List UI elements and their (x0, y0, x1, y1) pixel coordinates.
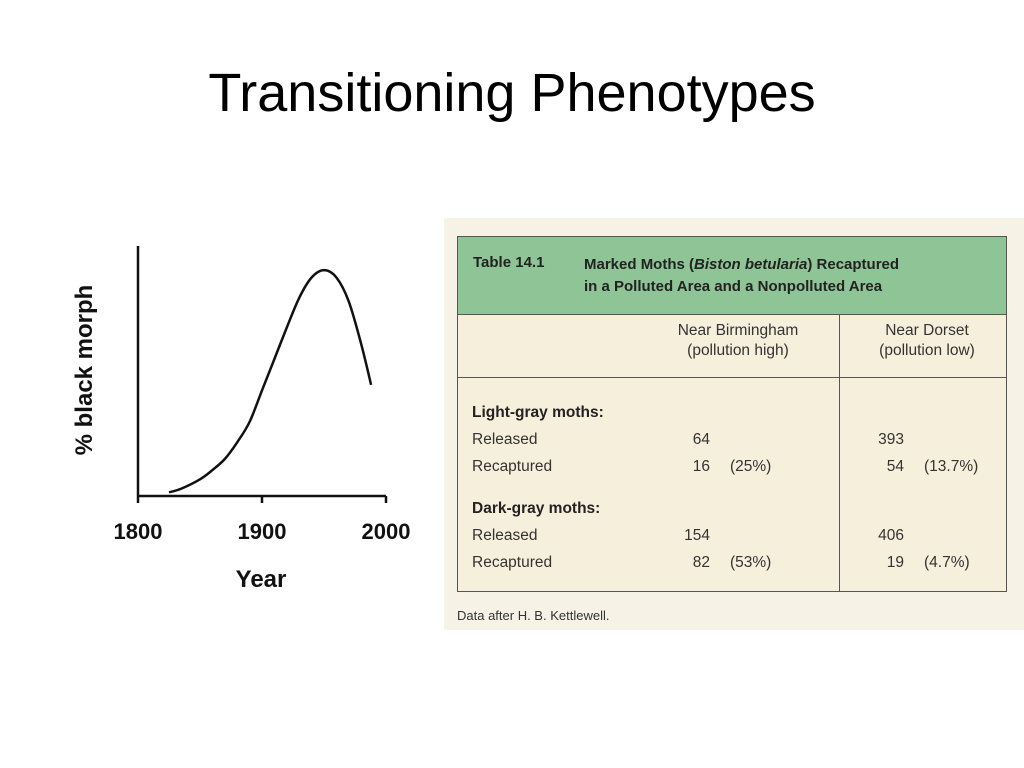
slide-title: Transitioning Phenotypes (208, 63, 816, 123)
col-head-dorset-line1: Near Dorset (885, 322, 969, 339)
light-released-birmingham: 64 (692, 431, 710, 448)
column-divider (839, 314, 840, 592)
dark-recaptured-birmingham-pct: (53%) (730, 554, 772, 571)
moth-recapture-table-panel: Table 14.1 Marked Moths (Biston betulari… (444, 218, 1024, 630)
x-axis-title: Year (236, 566, 287, 593)
col-head-birmingham: Near Birmingham (pollution high) (648, 321, 828, 361)
dark-recaptured-dorset: 19 (886, 554, 904, 571)
row-label-light-released: Released (472, 431, 538, 448)
caption-species-name: Biston betularia (694, 256, 808, 273)
table-source-note: Data after H. B. Kettlewell. (457, 608, 610, 623)
x-tick-label-1800: 1800 (114, 519, 163, 544)
y-axis-title: % black morph (71, 285, 98, 456)
series-line-black-morph (168, 268, 373, 494)
col-head-birmingham-line1: Near Birmingham (677, 322, 799, 339)
caption-line-2: in a Polluted Area and a Nonpolluted Are… (584, 278, 883, 295)
col-head-dorset: Near Dorset (pollution low) (848, 321, 1006, 361)
light-recaptured-dorset: 54 (886, 458, 904, 475)
group-label-dark-gray: Dark-gray moths: (472, 500, 601, 517)
light-recaptured-birmingham: 16 (692, 458, 710, 475)
row-label-dark-released: Released (472, 527, 538, 544)
x-tick-label-1900: 1900 (238, 519, 287, 544)
table-header: Table 14.1 Marked Moths (Biston betulari… (458, 237, 1006, 315)
caption-text-end: ) Recaptured (807, 256, 900, 273)
chart-svg: 1800 1900 2000 Year % black morph (71, 246, 411, 593)
row-label-dark-recaptured: Recaptured (472, 554, 553, 571)
dark-recaptured-dorset-pct: (4.7%) (924, 554, 970, 571)
light-recaptured-dorset-pct: (13.7%) (924, 458, 979, 475)
black-morph-chart: 1800 1900 2000 Year % black morph (50, 230, 430, 610)
col-head-birmingham-line2: (pollution high) (687, 342, 789, 359)
caption-text-start: Marked Moths ( (584, 256, 695, 273)
moth-recapture-table: Table 14.1 Marked Moths (Biston betulari… (457, 236, 1007, 592)
col-head-dorset-line2: (pollution low) (879, 342, 975, 359)
row-label-light-recaptured: Recaptured (472, 458, 553, 475)
table-number: Table 14.1 (473, 254, 545, 271)
x-tick-group: 1800 1900 2000 (114, 496, 411, 544)
light-recaptured-birmingham-pct: (25%) (730, 458, 772, 475)
group-label-light-gray: Light-gray moths: (472, 404, 604, 421)
table-caption: Marked Moths (Biston betularia) Recaptur… (584, 254, 899, 298)
dark-released-dorset: 406 (878, 527, 904, 544)
header-separator (458, 377, 1006, 378)
dark-recaptured-birmingham: 82 (692, 554, 710, 571)
light-released-dorset: 393 (878, 431, 904, 448)
x-tick-label-2000: 2000 (362, 519, 411, 544)
dark-released-birmingham: 154 (684, 527, 710, 544)
